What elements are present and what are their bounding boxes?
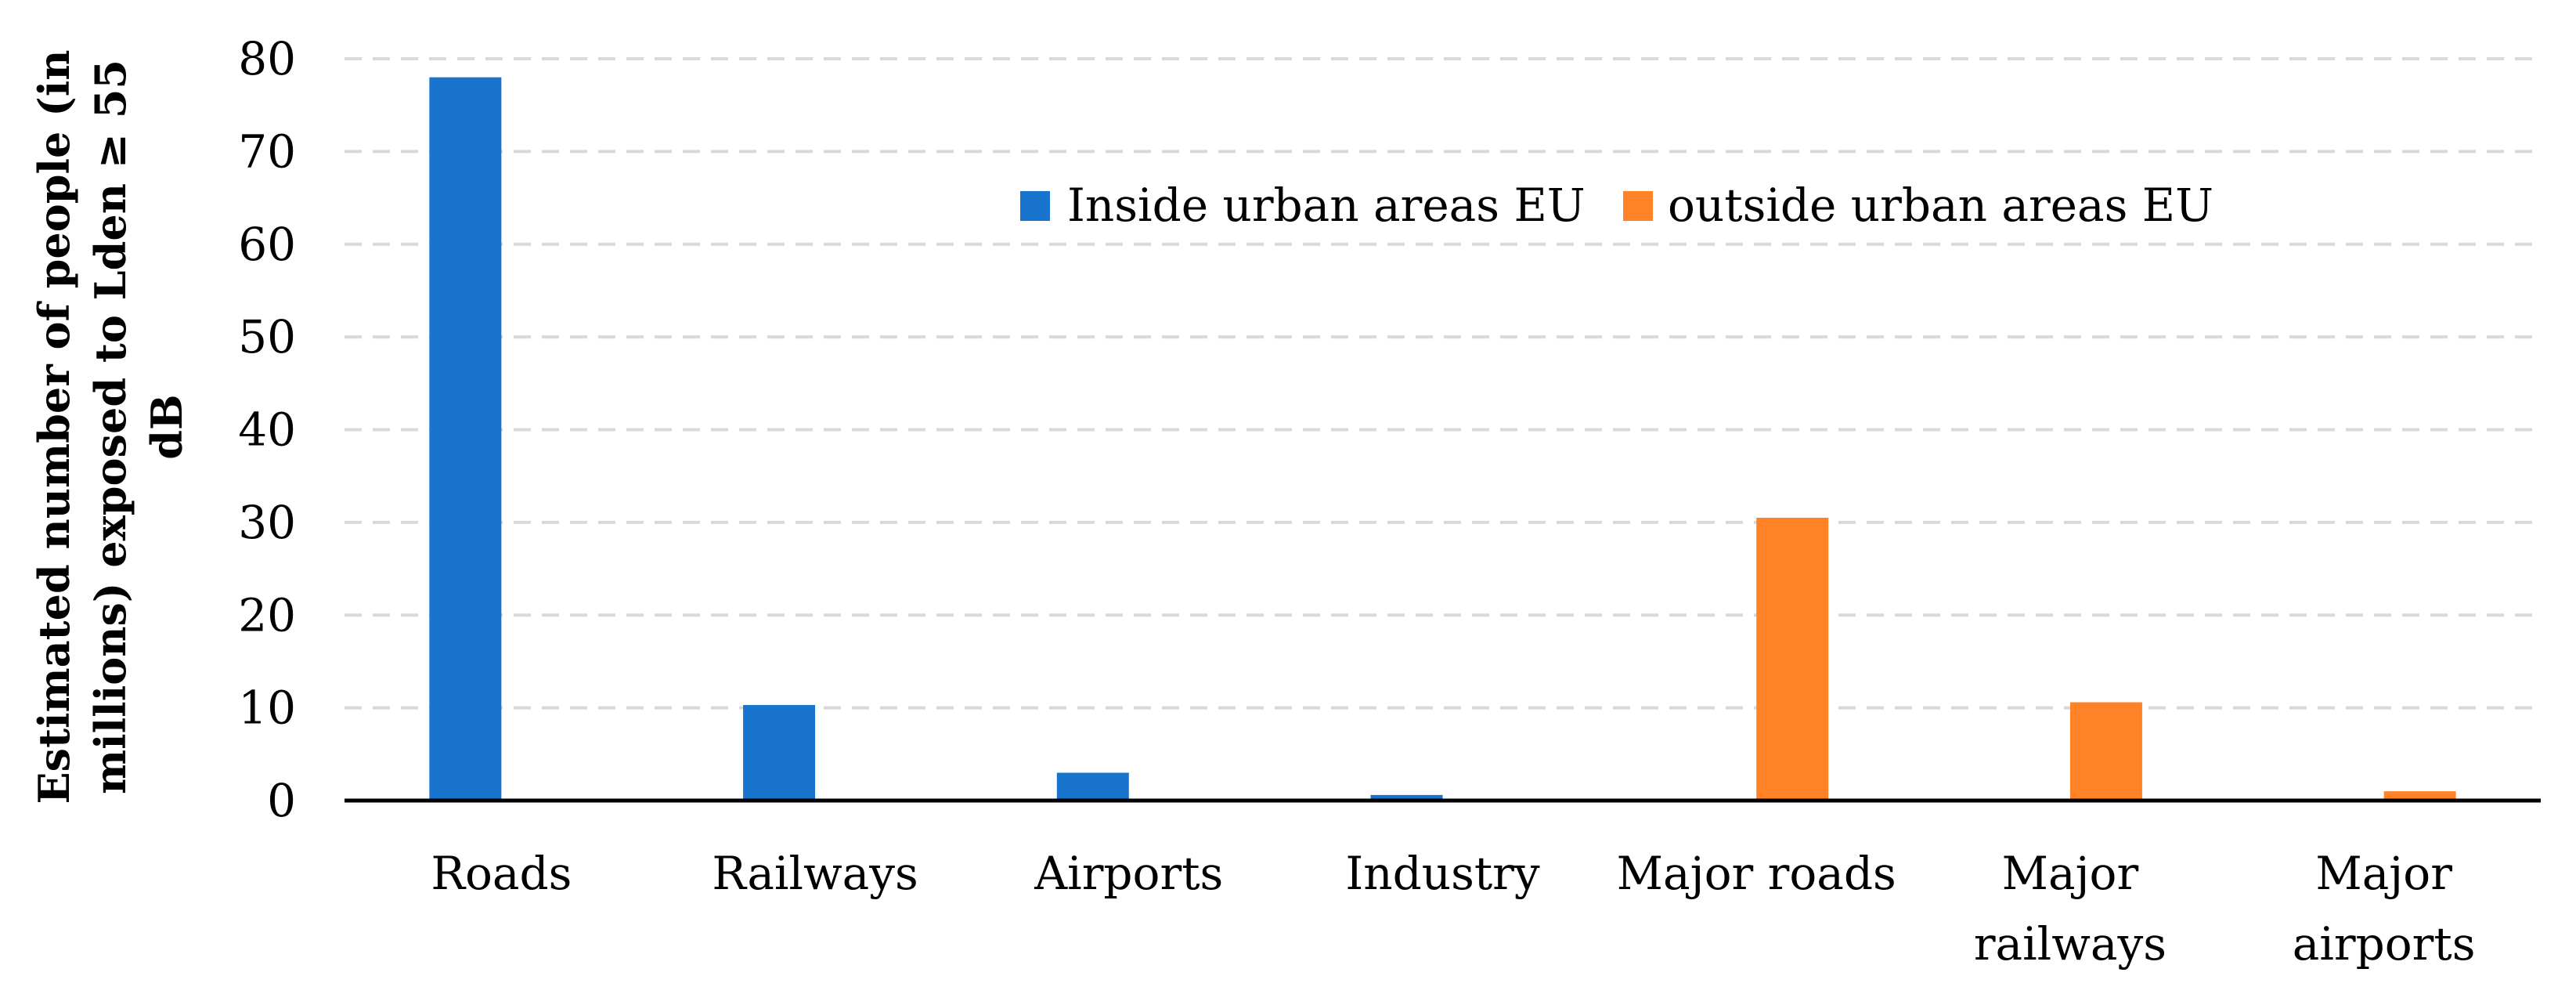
y-tick-label: 70 <box>238 125 296 178</box>
x-tick-label: Roads <box>431 847 572 900</box>
y-tick-label: 50 <box>238 310 296 363</box>
x-tick-label: Major roads <box>1617 847 1896 900</box>
y-tick-label: 30 <box>238 496 296 549</box>
legend: Inside urban areas EU outside urban areas… <box>1020 179 2213 232</box>
y-tick-label: 40 <box>238 403 296 457</box>
y-axis-title-text: Estimated number of people (in millions) … <box>29 50 192 804</box>
legend-swatch <box>1623 191 1653 221</box>
x-tick-label: Major railways <box>1974 847 2167 971</box>
bars <box>429 77 2456 801</box>
gridlines <box>345 57 2541 710</box>
y-tick-label: 20 <box>238 588 296 642</box>
x-tick-label: Airports <box>1034 847 1223 900</box>
y-axis-title: Estimated number of people (in millions) … <box>29 50 192 804</box>
bar <box>1370 794 1443 801</box>
x-tick-label: Industry <box>1345 847 1540 900</box>
bar <box>1756 517 1829 801</box>
bar <box>1056 772 1129 801</box>
y-axis-ticks: 0 10 20 30 40 50 60 70 80 <box>238 32 296 827</box>
y-tick-label: 80 <box>238 32 296 85</box>
x-tick-label: Major airports <box>2293 847 2476 971</box>
legend-swatch <box>1020 191 1050 221</box>
bar <box>2069 702 2142 801</box>
legend-label: Inside urban areas EU <box>1067 179 1586 232</box>
y-tick-label: 10 <box>238 681 296 735</box>
bar <box>743 705 816 801</box>
bar <box>2383 791 2456 801</box>
x-tick-label: Railways <box>712 847 918 900</box>
x-axis-ticks: Roads Railways Airports Industry Major roads… <box>431 847 2475 971</box>
bar <box>429 77 502 801</box>
y-tick-label: 0 <box>267 774 296 827</box>
legend-label: outside urban areas EU <box>1668 179 2213 232</box>
y-tick-label: 60 <box>238 218 296 271</box>
